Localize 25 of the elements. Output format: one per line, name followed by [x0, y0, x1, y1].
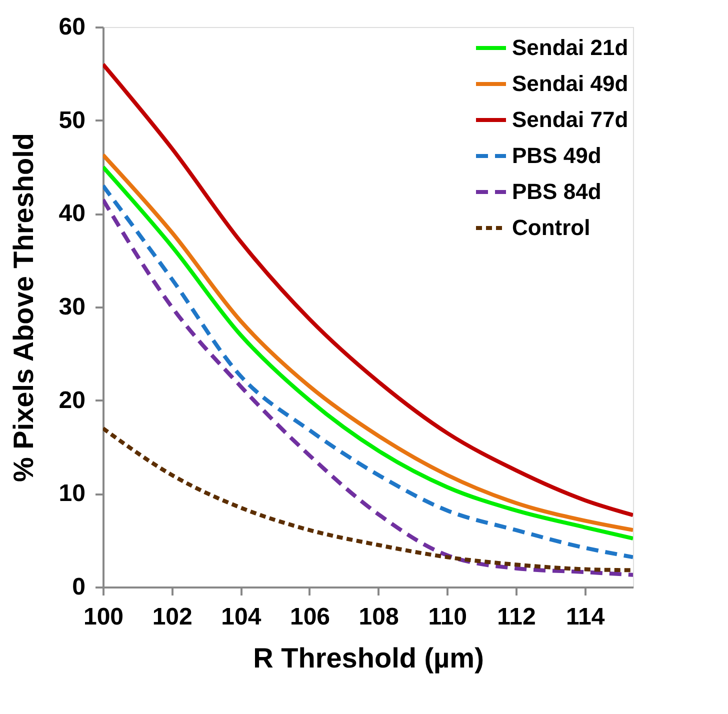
x-tick-label: 100: [83, 604, 124, 630]
x-tick-label: 104: [221, 604, 262, 630]
legend-label: Sendai 21d: [512, 35, 628, 60]
x-tick-label: 112: [497, 604, 536, 630]
legend-label: Control: [512, 215, 590, 240]
x-tick-label: 110: [428, 604, 468, 630]
legend-label: Sendai 49d: [512, 71, 628, 96]
x-tick-label: 102: [152, 604, 192, 630]
legend-label: PBS 49d: [512, 143, 602, 168]
x-axis-title: R Threshold (µm): [253, 642, 484, 674]
y-tick-label: 0: [72, 574, 86, 600]
y-tick-label: 60: [58, 14, 86, 40]
y-tick-label: 20: [58, 386, 86, 414]
legend-label: PBS 84d: [512, 179, 602, 204]
y-tick-label: 10: [58, 480, 86, 508]
y-tick-label: 40: [58, 200, 86, 228]
x-tick-label: 106: [290, 604, 330, 630]
line-series: [103, 62, 633, 518]
y-tick-label: 50: [58, 106, 86, 134]
x-tick-label: 108: [358, 604, 399, 630]
y-tick-label: 30: [58, 294, 86, 320]
y-axis-title: % Pixels Above Threshold: [8, 132, 39, 482]
line-series: [103, 426, 633, 572]
legend-label: Sendai 77d: [512, 107, 628, 132]
x-tick-label: 114: [566, 604, 606, 630]
